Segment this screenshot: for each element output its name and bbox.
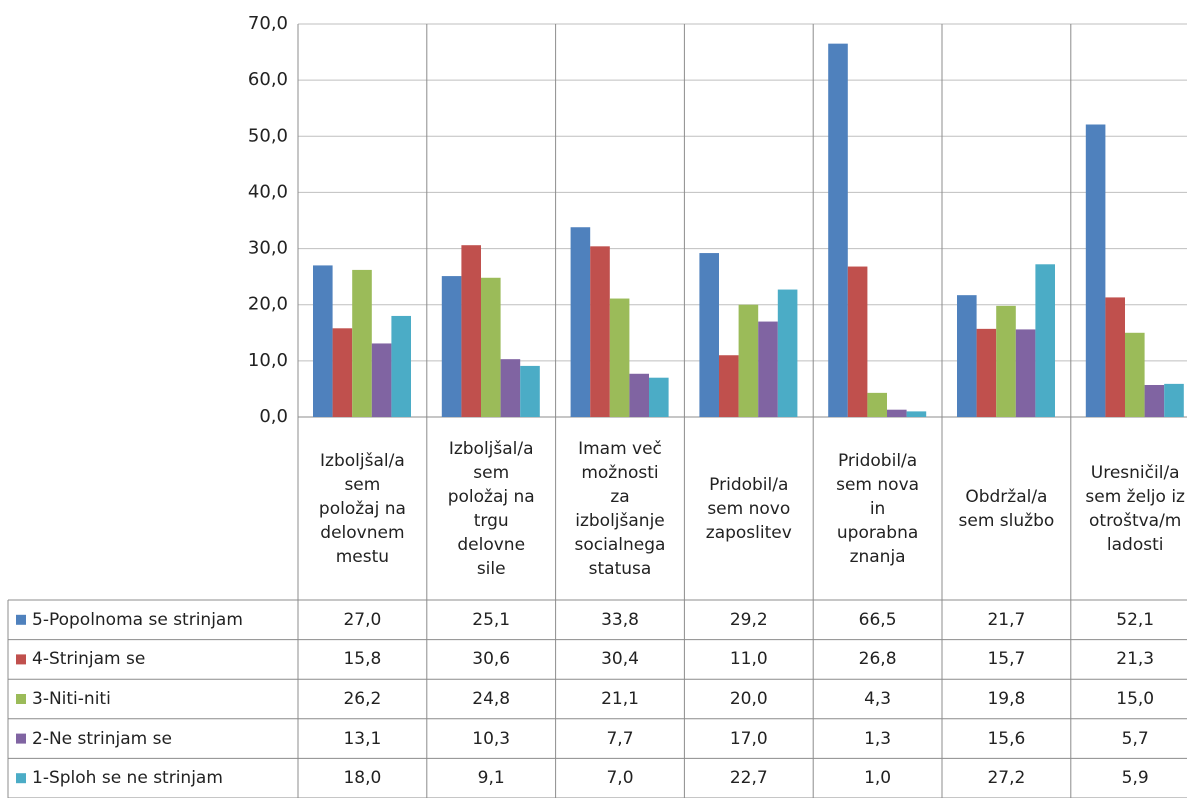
- legend-label: 3-Niti-niti: [32, 689, 111, 709]
- bar: [1085, 124, 1106, 417]
- table-value: 20,0: [729, 689, 768, 709]
- table-value: 21,3: [1116, 649, 1155, 670]
- table-value: 24,8: [472, 689, 511, 709]
- bar: [500, 359, 521, 417]
- table-value: 7,7: [606, 728, 634, 749]
- bar: [441, 276, 462, 417]
- table-value: 25,1: [472, 609, 511, 630]
- y-tick-label: 40,0: [248, 181, 288, 202]
- table-value: 15,8: [343, 649, 382, 670]
- bar: [976, 328, 997, 417]
- bar: [1164, 383, 1184, 417]
- table-value: 10,3: [472, 728, 511, 749]
- legend-label: 4-Strinjam se: [32, 649, 146, 670]
- table-value: 11,0: [729, 649, 768, 670]
- bar: [649, 377, 669, 417]
- category-label: Uresničil/a sem željo iz otroštva/m lado…: [1085, 462, 1185, 555]
- table-value: 66,5: [858, 609, 897, 630]
- bar: [609, 298, 630, 417]
- bar: [313, 265, 333, 417]
- table-value: 15,6: [987, 728, 1026, 749]
- bar: [758, 321, 778, 417]
- table-value: 18,0: [343, 768, 382, 789]
- table-value: 15,7: [987, 649, 1026, 670]
- bar: [590, 246, 610, 417]
- table-value: 33,8: [601, 609, 639, 630]
- table-value: 9,1: [477, 768, 505, 789]
- bar: [719, 355, 739, 417]
- table-value: 52,1: [1116, 609, 1155, 630]
- table-value: 27,0: [343, 609, 382, 630]
- table-value: 30,6: [472, 649, 511, 670]
- table-value: 1,0: [864, 768, 892, 789]
- legend-swatch: [16, 733, 26, 744]
- table-value: 22,7: [729, 768, 768, 789]
- table-value: 19,8: [987, 689, 1026, 709]
- category-label: Pridobil/a sem nova in uporabna znanja: [836, 450, 920, 567]
- table-value: 27,2: [987, 768, 1026, 789]
- bar: [461, 245, 481, 417]
- legend-swatch: [16, 614, 26, 625]
- table-value: 21,7: [987, 609, 1026, 630]
- bar: [1144, 384, 1165, 417]
- y-tick-label: 10,0: [248, 350, 288, 371]
- table-value: 30,4: [601, 649, 639, 670]
- bar: [520, 365, 540, 417]
- bar: [957, 295, 977, 417]
- y-tick-label: 60,0: [248, 69, 288, 90]
- bar: [847, 266, 868, 417]
- table-value: 15,0: [1116, 689, 1155, 709]
- y-tick-label: 50,0: [248, 125, 288, 146]
- category-label: Pridobil/a sem novo zaposlitev: [705, 474, 792, 543]
- legend-swatch: [16, 654, 26, 665]
- legend-label: 5-Popolnoma se strinjam: [32, 609, 243, 630]
- y-tick-label: 70,0: [248, 13, 288, 34]
- table-value: 7,0: [606, 768, 634, 789]
- legend-swatch: [16, 694, 26, 704]
- bar: [1105, 297, 1125, 417]
- bar: [352, 269, 372, 417]
- table-value: 1,3: [864, 728, 892, 749]
- table-value: 21,1: [601, 689, 639, 709]
- bar: [828, 43, 848, 418]
- category-label: Imam več možnosti za izboljšanje socialn…: [574, 438, 666, 579]
- table-value: 17,0: [729, 728, 768, 749]
- bar: [867, 392, 887, 417]
- y-tick-label: 0,0: [259, 406, 288, 427]
- legend-swatch: [16, 773, 26, 784]
- bar: [570, 227, 591, 417]
- y-tick-label: 20,0: [248, 294, 288, 315]
- bar: [738, 304, 759, 417]
- category-label: Izboljšal/a sem položaj na delovnem mest…: [318, 450, 406, 567]
- table-value: 5,9: [1121, 768, 1149, 789]
- bar: [1035, 264, 1055, 417]
- table-value: 5,7: [1121, 728, 1149, 749]
- bar: [996, 305, 1016, 417]
- legend-label: 2-Ne strinjam se: [32, 728, 172, 749]
- bar: [391, 315, 411, 417]
- table-value: 26,2: [343, 689, 382, 709]
- bar: [371, 343, 392, 417]
- bar: [1125, 332, 1145, 417]
- table-value: 29,2: [729, 609, 768, 630]
- bar: [1015, 329, 1036, 417]
- bar: [699, 253, 719, 417]
- bar: [481, 277, 501, 417]
- bar: [906, 411, 927, 417]
- table-value: 4,3: [864, 689, 892, 709]
- y-tick-label: 30,0: [248, 238, 288, 259]
- table-value: 26,8: [858, 649, 897, 670]
- table-value: 13,1: [343, 728, 382, 749]
- category-label: Obdržal/a sem službo: [958, 486, 1055, 531]
- category-label: Izboljšal/a sem položaj na trgu delovne …: [447, 438, 535, 579]
- bar: [777, 289, 798, 417]
- bar: [887, 409, 907, 417]
- bar: [629, 373, 649, 417]
- legend-label: 1-Sploh se ne strinjam: [32, 768, 223, 789]
- bar: [332, 328, 353, 417]
